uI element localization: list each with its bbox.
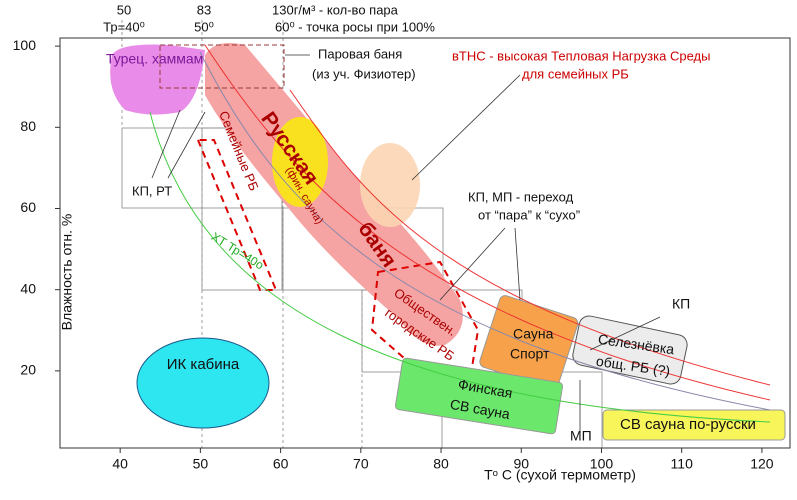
x-tick-label: 40 — [112, 456, 128, 472]
x-tick-label: 110 — [671, 456, 694, 472]
y-tick-label: 100 — [13, 37, 37, 53]
zone-label: для семейных РБ — [522, 66, 629, 81]
zone-label: СВ сауна по-русски — [620, 416, 756, 433]
top-label: 50 — [117, 2, 131, 17]
zone-label: КП, МП - переход — [468, 189, 574, 204]
top-label: 130г/м³ - кол-во пара — [272, 2, 399, 17]
steam-zone — [159, 44, 285, 89]
ik-zone — [136, 337, 270, 429]
zone-label: от “пара” к “сухо” — [478, 207, 580, 222]
y-tick-label: 40 — [20, 280, 36, 296]
zone-label: Сауна — [513, 326, 554, 342]
x-tick-label: 80 — [433, 456, 449, 472]
top-label: 50⁰ — [194, 19, 214, 34]
top-label: Тр=40⁰ — [103, 19, 145, 34]
top-label: 60⁰ - точка росы при 100% — [275, 19, 435, 34]
russian-zone — [205, 42, 463, 346]
hammam-zone — [110, 44, 205, 115]
top-label: 83 — [197, 2, 211, 17]
leaders — [151, 54, 661, 432]
zone-label: Паровая баня — [318, 46, 402, 61]
x-tick-label: 90 — [513, 456, 529, 472]
family-zone — [196, 139, 278, 291]
y-tick-label: 20 — [20, 362, 36, 378]
zone-label: вТНС - высокая Тепловая Нагрузка Среды — [452, 48, 710, 63]
zone-label: Спорт — [510, 346, 550, 362]
curve-red-2 — [289, 89, 771, 386]
plot-frame — [59, 37, 791, 449]
zone-label: ИК кабина — [167, 356, 240, 373]
x-tick-label: 120 — [750, 456, 774, 472]
y-tick-label: 60 — [20, 199, 36, 215]
zone-label: КП, РТ — [132, 183, 172, 198]
x-tick-label: 60 — [273, 456, 289, 472]
curve-blue — [199, 51, 771, 411]
curve-red — [204, 44, 771, 401]
x-axis-label: Tᵒ C (сухой термометр) — [484, 467, 636, 483]
zone-label: КП — [672, 296, 690, 312]
x-tick-label: 70 — [353, 456, 369, 472]
x-tick-label: 50 — [193, 456, 209, 472]
zone-label: Турец. хаммам — [106, 51, 203, 67]
fin-zone — [272, 117, 328, 207]
y-axis-label: Влажность отн. % — [59, 214, 75, 331]
top-scale: 50 Тр=40⁰ 83 50⁰ 130г/м³ - кол-во пара 6… — [103, 2, 435, 34]
vtns-zone — [360, 143, 420, 227]
finnish-zone — [395, 357, 563, 435]
public-zone — [370, 260, 480, 382]
x-tick-label: 100 — [590, 456, 614, 472]
y-tick-label: 80 — [20, 118, 36, 134]
curve-green — [149, 111, 771, 423]
sv-russian-zone — [602, 409, 786, 441]
zone-label: (из уч. Физиотер) — [312, 66, 416, 81]
zone-label: МП — [570, 428, 592, 444]
